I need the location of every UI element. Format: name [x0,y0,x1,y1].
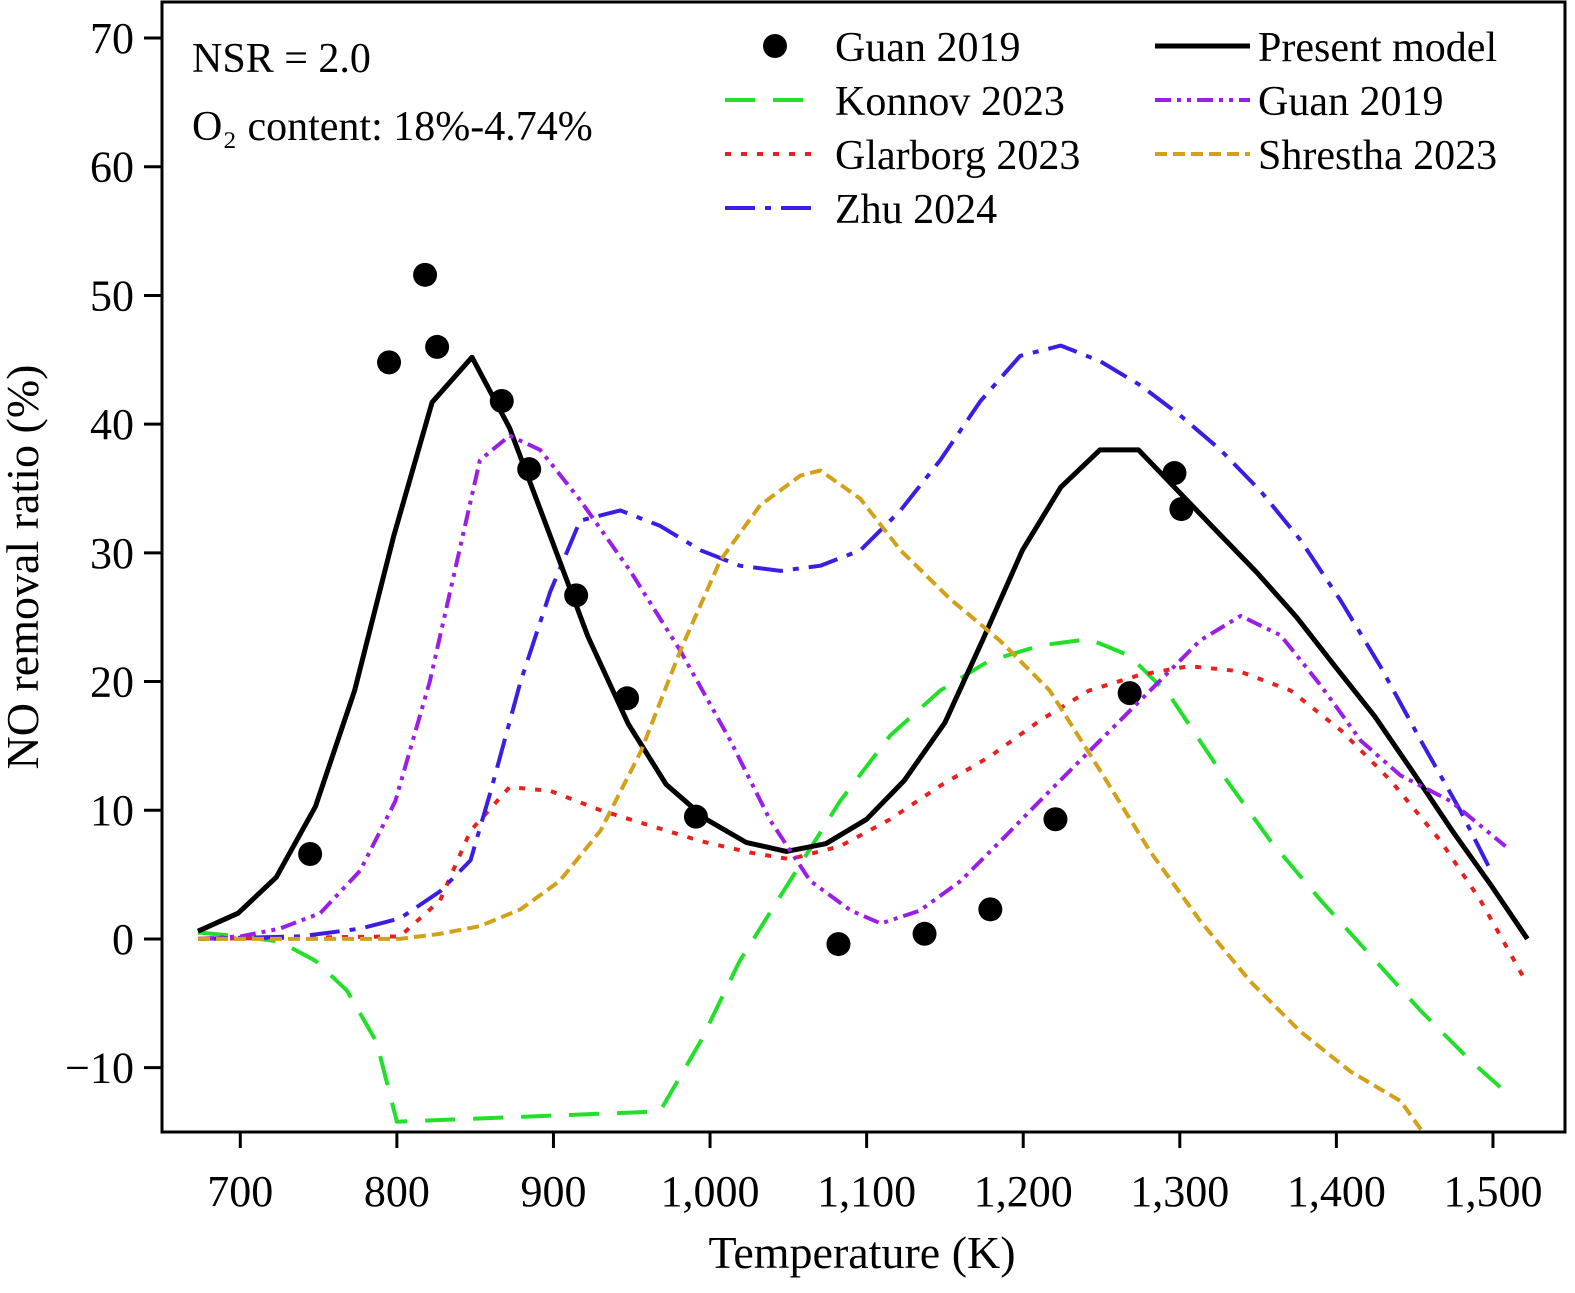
y-tick-label: 10 [90,786,134,835]
line-series [196,354,1530,941]
data-point [912,921,937,946]
legend-label: Konnov 2023 [835,79,1065,125]
y-tick-label: 20 [90,658,134,707]
y-tick-label: 30 [90,529,134,578]
y-tick-label: 40 [90,400,134,449]
plot-area [196,262,1530,1131]
legend-label: Guan 2019 [835,25,1020,71]
line-series [197,637,1512,1124]
data-point [683,804,708,829]
line-series [197,343,1493,941]
legend-marker [763,34,787,58]
y-tick-label: 50 [90,271,134,320]
y-tick-label: 70 [90,14,134,63]
plot-frame [160,0,1567,1134]
legend-label: Guan 2019 [1258,79,1443,125]
x-tick-label: 1,500 [1443,1167,1542,1216]
y-tick-label: 0 [112,915,134,964]
x-tick-label: 1,400 [1287,1167,1386,1216]
y-tick-label: −10 [65,1044,134,1093]
x-tick-label: 1,100 [817,1167,916,1216]
x-tick-label: 1,200 [974,1167,1073,1216]
data-point [425,334,450,359]
x-tick-label: 1,000 [661,1167,760,1216]
data-point [377,350,402,375]
data-point [1043,807,1068,832]
data-point [826,932,851,957]
data-point [298,842,323,867]
annotation: O₂ content: 18%-4.74% [192,104,593,150]
x-tick-label: 800 [364,1167,430,1216]
y-tick-label: 60 [90,143,134,192]
annotation: NSR = 2.0 [192,36,371,82]
legend-label: Zhu 2024 [835,187,997,233]
x-axis-label: Temperature (K) [708,1227,1015,1278]
y-axis-label: NO removal ratio (%) [0,365,48,770]
x-tick-label: 700 [207,1167,273,1216]
line-series [198,468,1423,1131]
x-tick-label: 900 [520,1167,586,1216]
line-series [197,664,1528,983]
legend-label: Shrestha 2023 [1258,133,1497,179]
data-point [413,262,438,287]
legend-label: Present model [1258,25,1497,71]
data-point [1117,681,1142,706]
data-point [978,897,1003,922]
x-tick-label: 1,300 [1130,1167,1229,1216]
legend-label: Glarborg 2023 [835,133,1080,179]
line-series [197,433,1507,941]
